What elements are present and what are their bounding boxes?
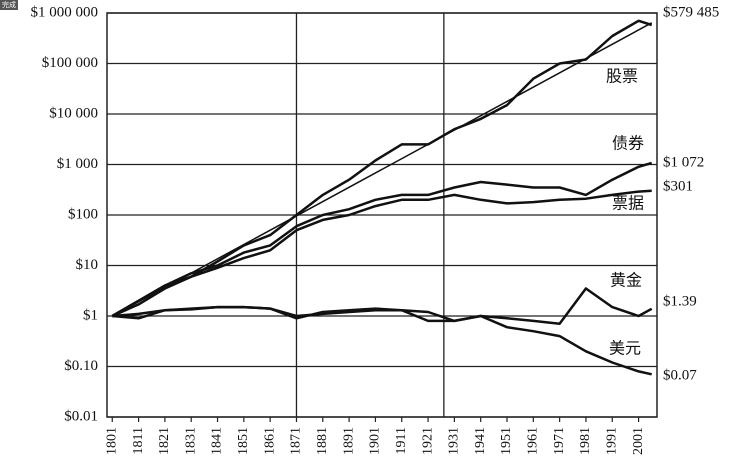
y-tick-label: $1 000: [57, 156, 98, 172]
end-value-label: $1.39: [663, 293, 697, 309]
x-tick-label: 2001: [631, 427, 646, 455]
series-label: 美元: [609, 340, 641, 358]
series-label: 债券: [612, 135, 644, 153]
x-tick-label: 1841: [210, 427, 225, 455]
end-value-label: $1 072: [663, 154, 704, 170]
x-tick-label: 1951: [499, 427, 514, 455]
x-tick-label: 1991: [604, 427, 619, 455]
badge-box: [0, 0, 18, 10]
y-tick-label: $10 000: [49, 105, 98, 121]
end-value-label: $579 485: [663, 4, 719, 20]
series-line: [111, 189, 652, 318]
series-line: [112, 287, 653, 326]
x-tick-label: 1911: [394, 427, 409, 454]
series-line: [112, 305, 652, 376]
x-tick-label: 1891: [341, 427, 356, 455]
trend-line: [111, 22, 653, 317]
x-tick-label: 1981: [578, 427, 593, 455]
x-tick-label: 1901: [368, 427, 383, 455]
x-tick-label: 1851: [236, 427, 251, 455]
y-tick-label: $0.10: [64, 358, 98, 374]
x-tick-label: 1821: [157, 427, 172, 455]
x-tick-label: 1831: [183, 427, 198, 455]
series-label: 股票: [606, 68, 638, 86]
series-label: 票据: [612, 195, 644, 213]
badge: 完成: [2, 0, 16, 9]
plot-frame: [106, 12, 658, 418]
series-label: 黄金: [610, 272, 642, 290]
y-tick-label: $100 000: [42, 55, 98, 71]
x-tick-label: 1811: [131, 427, 146, 454]
y-tick-label: $0.01: [64, 408, 98, 424]
y-tick-label: $1: [83, 307, 98, 323]
x-tick-label: 1871: [289, 427, 304, 455]
x-tick-label: 1861: [262, 427, 277, 455]
x-tick-label: 1921: [420, 427, 435, 455]
end-value-label: $0.07: [663, 367, 697, 383]
y-tick-label: $10: [76, 257, 99, 273]
series-line: [111, 161, 653, 318]
x-tick-label: 1931: [447, 427, 462, 455]
x-tick-label: 1941: [473, 427, 488, 455]
x-tick-label: 1971: [552, 427, 567, 455]
y-tick-label: $100: [68, 206, 98, 222]
x-tick-label: 1881: [315, 427, 330, 455]
x-tick-label: 1801: [104, 427, 119, 455]
y-tick-label: $1 000 000: [31, 4, 99, 20]
x-tick-label: 1961: [526, 427, 541, 455]
end-value-label: $301: [663, 178, 693, 194]
